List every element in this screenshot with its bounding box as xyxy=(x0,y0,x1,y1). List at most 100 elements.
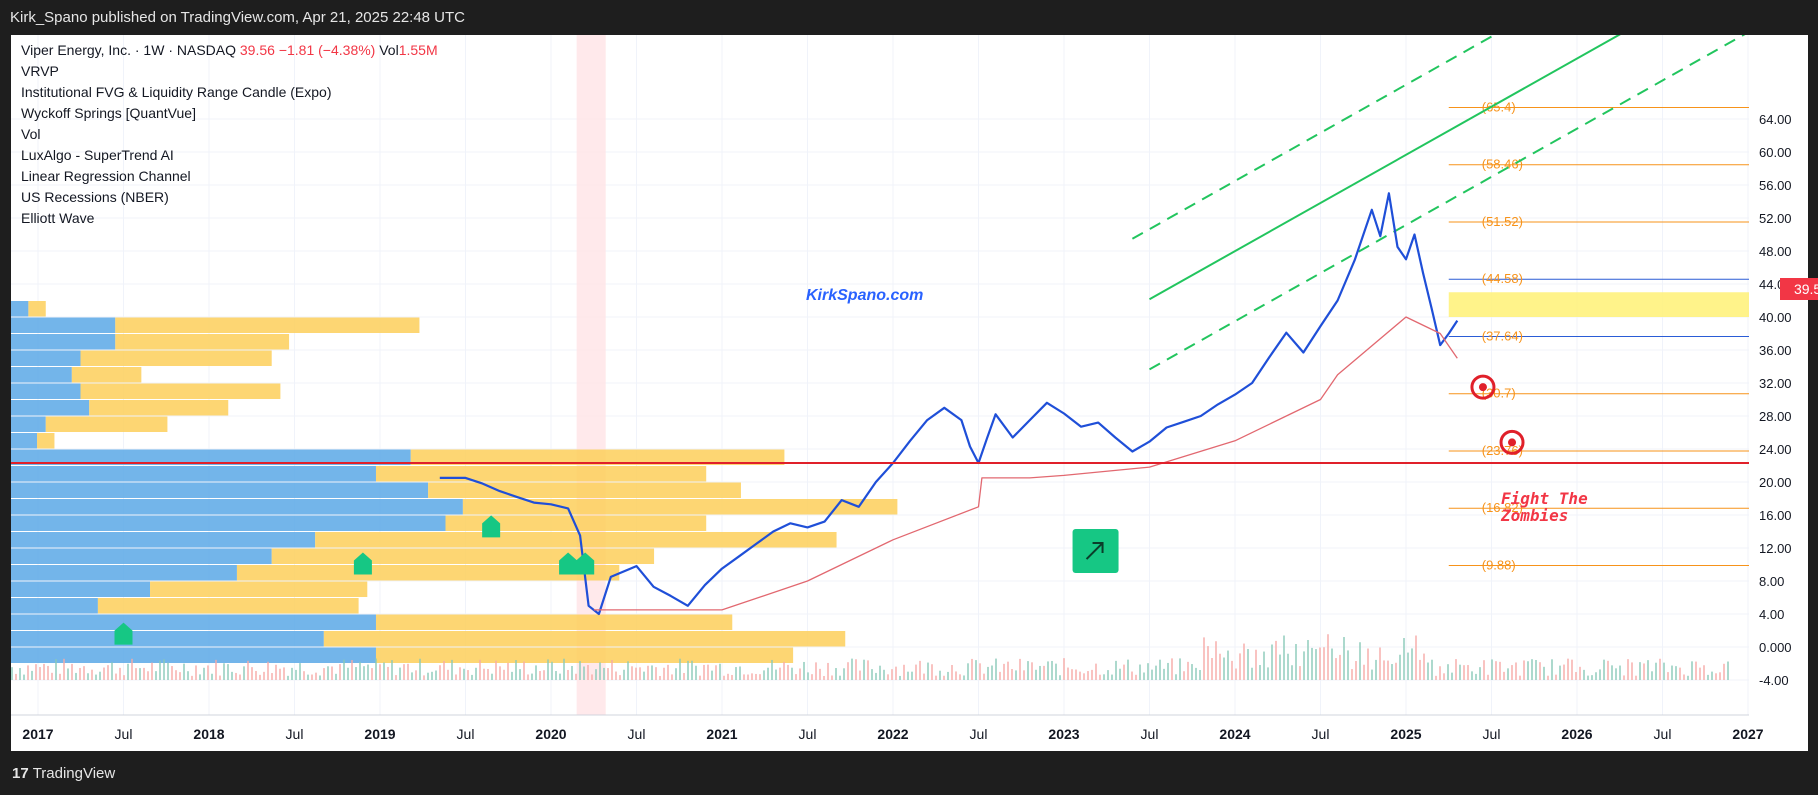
volume-bar xyxy=(1675,666,1677,680)
price-chart[interactable]: (65.4)(58.46)(51.52)(44.58)(37.64)(30.7)… xyxy=(11,35,1808,751)
volume-bar xyxy=(711,670,713,680)
volume-bar xyxy=(355,667,357,680)
volume-bar xyxy=(211,673,213,680)
volume-bar xyxy=(463,668,465,680)
volume-bar xyxy=(639,667,641,680)
annotation-text: Fight The Zombies xyxy=(1501,490,1588,524)
volume-bar xyxy=(1427,662,1429,680)
regression-mid xyxy=(1149,35,1621,301)
indicator-vol[interactable]: Vol xyxy=(21,126,41,142)
volume-bar xyxy=(351,660,353,680)
volume-bar xyxy=(1387,660,1389,680)
vrvp-down-bar xyxy=(315,532,837,548)
volume-bar xyxy=(63,658,65,680)
volume-bar xyxy=(923,673,925,680)
volume-bar xyxy=(1435,675,1437,680)
x-tick-label: 2025 xyxy=(1390,726,1421,742)
volume-bar xyxy=(539,671,541,680)
volume-bar xyxy=(303,671,305,680)
volume-bar xyxy=(1519,675,1521,680)
volume-bar xyxy=(1543,666,1545,680)
volume-bar xyxy=(67,668,69,680)
spring-marker-icon xyxy=(114,622,133,645)
volume-bar xyxy=(795,674,797,680)
volume-bar xyxy=(179,672,181,680)
volume-bar xyxy=(851,658,853,680)
volume-bar xyxy=(19,668,21,680)
volume-bar xyxy=(1691,661,1693,680)
volume-bar xyxy=(51,672,53,680)
volume-bar xyxy=(1671,665,1673,680)
volume-bar xyxy=(1659,658,1661,680)
volume-bar xyxy=(611,660,613,680)
volume-bar xyxy=(699,675,701,680)
x-tick-label: 2026 xyxy=(1561,726,1592,742)
fib-label: (9.88) xyxy=(1482,557,1516,572)
volume-bar xyxy=(527,674,529,680)
x-tick-label: Jul xyxy=(1312,726,1330,742)
volume-bar xyxy=(1311,647,1313,680)
volume-bar xyxy=(599,662,601,680)
volume-bar xyxy=(1147,663,1149,680)
chart-panel[interactable]: (65.4) (58.46) (51.52) (44.58) (37.64) (30.7)… xyxy=(11,35,1808,751)
volume-bar xyxy=(731,674,733,680)
volume-bar xyxy=(483,668,485,680)
vrvp-up-bar xyxy=(11,466,376,482)
volume-bar xyxy=(107,665,109,680)
volume-bar xyxy=(311,674,313,680)
volume-bar xyxy=(967,663,969,680)
volume-bar xyxy=(567,669,569,680)
volume-bar xyxy=(59,673,61,680)
tradingview-logo[interactable]: 17 TradingView xyxy=(12,765,115,782)
volume-bar xyxy=(343,659,345,680)
volume-bar xyxy=(1551,659,1553,680)
y-tick-label: 40.00 xyxy=(1759,310,1792,325)
volume-bar xyxy=(1655,662,1657,680)
publish-line: Kirk_Spano published on TradingView.com,… xyxy=(10,9,466,26)
volume-bar xyxy=(1335,658,1337,680)
x-tick-label: 2022 xyxy=(877,726,908,742)
volume-bar xyxy=(819,668,821,680)
indicator-recessions[interactable]: US Recessions (NBER) xyxy=(21,189,169,205)
volume-bar xyxy=(959,674,961,680)
indicator-fvg[interactable]: Institutional FVG & Liquidity Range Cand… xyxy=(21,84,332,100)
y-tick-label: 60.00 xyxy=(1759,145,1792,160)
volume-bar xyxy=(1443,673,1445,680)
volume-bar xyxy=(339,664,341,680)
volume-bar xyxy=(903,664,905,680)
volume-bar xyxy=(95,674,97,680)
indicator-supertrend[interactable]: LuxAlgo - SuperTrend AI xyxy=(21,147,174,163)
volume-bar xyxy=(627,661,629,680)
volume-bar xyxy=(1063,658,1065,680)
volume-bar xyxy=(867,660,869,680)
volume-bar xyxy=(1707,674,1709,680)
volume-bar xyxy=(1499,661,1501,680)
supertrend-line xyxy=(593,316,1458,611)
legend-symbol-row[interactable]: Viper Energy, Inc. · 1W · NASDAQ 39.56 −… xyxy=(21,40,438,61)
indicator-vrvp[interactable]: VRVP xyxy=(21,63,59,79)
vrvp-up-bar xyxy=(11,631,324,647)
volume-bar xyxy=(1255,649,1257,680)
indicator-elliott[interactable]: Elliott Wave xyxy=(21,210,95,226)
indicator-wyckoff[interactable]: Wyckoff Springs [QuantVue] xyxy=(21,105,196,121)
indicator-regression[interactable]: Linear Regression Channel xyxy=(21,168,191,184)
volume-bar xyxy=(1463,665,1465,680)
volume-bar xyxy=(475,667,477,680)
volume-bar xyxy=(907,671,909,680)
vrvp-up-bar xyxy=(11,301,29,317)
volume-bar xyxy=(779,667,781,680)
volume-bar xyxy=(1159,659,1161,680)
symbol-name[interactable]: Viper Energy, Inc. · 1W · NASDAQ xyxy=(21,42,236,58)
volume-bar xyxy=(1587,675,1589,680)
volume-bar xyxy=(1411,648,1413,680)
vrvp-up-bar xyxy=(11,367,72,383)
volume-bar xyxy=(719,663,721,680)
volume-bar xyxy=(915,664,917,680)
volume-bar xyxy=(519,669,521,680)
vrvp-down-bar xyxy=(115,317,420,333)
volume-bar xyxy=(647,665,649,680)
volume-bar xyxy=(1279,654,1281,680)
volume-bar xyxy=(135,668,137,680)
volume-bar xyxy=(1699,667,1701,680)
volume-bar xyxy=(603,667,605,680)
